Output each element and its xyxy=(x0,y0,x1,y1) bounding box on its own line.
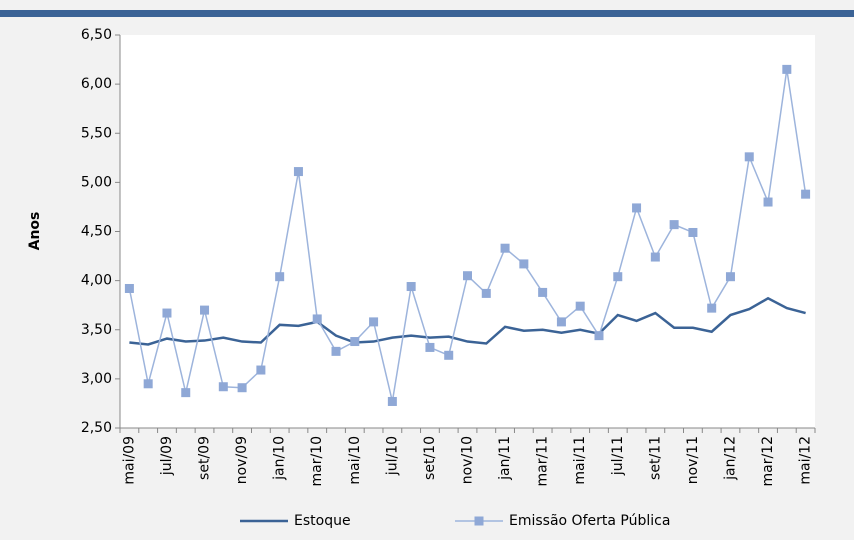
x-tick-label: jul/09 xyxy=(159,436,175,476)
legend-label: Estoque xyxy=(294,513,351,529)
x-tick-label: mai/12 xyxy=(798,436,814,485)
marker xyxy=(556,317,566,327)
marker xyxy=(500,243,510,253)
marker xyxy=(782,64,792,74)
marker xyxy=(406,282,416,292)
legend-label: Emissão Oferta Pública xyxy=(509,513,670,529)
marker xyxy=(669,220,679,230)
marker xyxy=(463,271,472,281)
marker xyxy=(801,189,811,199)
y-tick-label: 3,50 xyxy=(81,322,112,338)
marker xyxy=(744,152,754,162)
x-tick-label: jan/11 xyxy=(497,436,513,481)
marker xyxy=(181,388,191,398)
x-tick-label: jan/10 xyxy=(272,436,288,481)
marker xyxy=(218,382,228,392)
marker xyxy=(256,365,266,375)
marker xyxy=(200,305,210,315)
marker xyxy=(331,346,341,356)
marker xyxy=(707,303,717,313)
marker xyxy=(312,314,322,324)
marker xyxy=(350,337,360,347)
marker xyxy=(613,272,623,282)
marker xyxy=(387,396,397,406)
marker xyxy=(444,350,454,360)
marker xyxy=(124,283,134,293)
x-tick-label: nov/11 xyxy=(685,436,701,484)
x-tick-label: set/11 xyxy=(647,436,663,480)
marker xyxy=(650,252,660,262)
y-tick-label: 4,50 xyxy=(81,224,112,240)
y-tick-label: 4,00 xyxy=(81,273,112,289)
x-tick-label: jan/12 xyxy=(722,436,738,481)
top-bar xyxy=(0,10,854,17)
x-tick-label: set/09 xyxy=(197,436,213,480)
y-axis-label: Anos xyxy=(27,212,43,251)
marker xyxy=(293,167,303,177)
legend-marker xyxy=(474,516,484,526)
x-tick-label: mar/12 xyxy=(760,436,776,487)
y-tick-label: 2,50 xyxy=(81,420,112,436)
x-tick-label: mai/09 xyxy=(121,436,137,485)
marker xyxy=(425,342,435,352)
x-tick-label: mar/10 xyxy=(309,436,325,487)
marker xyxy=(632,203,642,213)
y-tick-label: 3,00 xyxy=(81,371,112,387)
marker xyxy=(538,287,548,297)
marker xyxy=(481,288,491,298)
y-tick-label: 6,50 xyxy=(81,27,112,43)
x-tick-label: mai/11 xyxy=(572,436,588,485)
marker xyxy=(575,301,585,311)
marker xyxy=(688,227,698,237)
line xyxy=(129,296,806,346)
x-tick-label: jul/11 xyxy=(610,436,626,476)
marker xyxy=(275,272,285,282)
y-tick-label: 5,00 xyxy=(81,174,112,190)
marker xyxy=(594,331,604,341)
marker xyxy=(725,272,735,282)
marker xyxy=(162,308,172,318)
x-tick-label: mar/11 xyxy=(535,436,551,487)
marker xyxy=(369,317,379,327)
marker xyxy=(143,379,153,389)
x-tick-label: set/10 xyxy=(422,436,438,480)
y-tick-label: 5,50 xyxy=(81,125,112,141)
y-tick-label: 6,00 xyxy=(81,76,112,92)
marker xyxy=(519,259,529,269)
marker xyxy=(237,383,247,393)
x-tick-label: nov/10 xyxy=(460,436,476,484)
plot-area xyxy=(120,35,815,428)
x-tick-label: jul/10 xyxy=(384,436,400,476)
x-tick-label: mai/10 xyxy=(347,436,363,485)
x-tick-label: nov/09 xyxy=(234,436,250,484)
marker xyxy=(763,197,773,207)
